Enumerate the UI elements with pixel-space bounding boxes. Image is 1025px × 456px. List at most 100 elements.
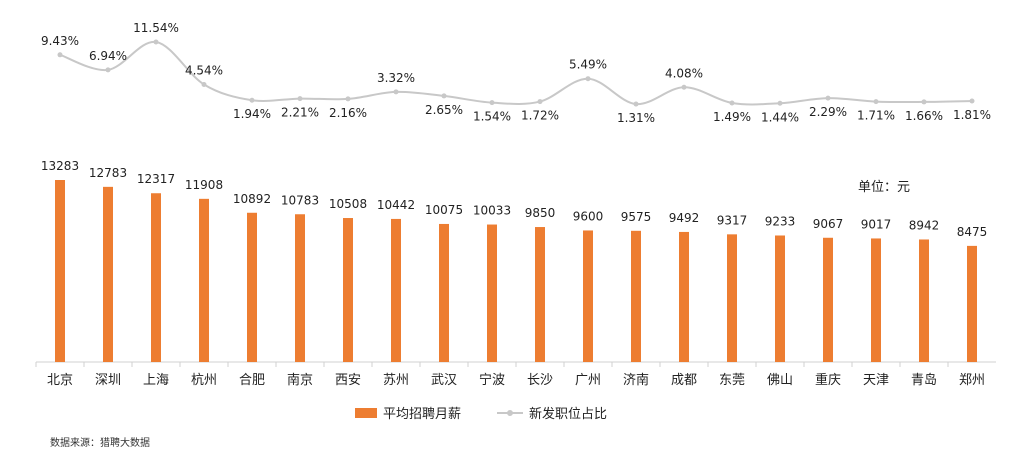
line-label: 1.81% bbox=[953, 108, 991, 122]
legend-item-line: 新发职位占比 bbox=[497, 403, 607, 422]
bar-label: 10892 bbox=[233, 192, 271, 206]
x-tick-label: 重庆 bbox=[815, 372, 841, 388]
line-label: 2.21% bbox=[281, 106, 319, 120]
line-label: 1.44% bbox=[761, 110, 799, 124]
x-tick-label: 深圳 bbox=[95, 373, 121, 388]
line-label: 2.16% bbox=[329, 106, 367, 120]
x-tick-label: 宁波 bbox=[479, 372, 505, 388]
bar-宁波 bbox=[487, 224, 497, 362]
line-point-上海 bbox=[153, 39, 159, 45]
line-point-南京 bbox=[297, 96, 303, 102]
line-label: 1.71% bbox=[857, 109, 895, 123]
bar-上海 bbox=[151, 193, 161, 362]
bar-label: 8475 bbox=[957, 225, 988, 239]
bar-label: 9850 bbox=[525, 206, 556, 220]
x-tick-label: 天津 bbox=[863, 373, 889, 388]
bar-label: 9233 bbox=[765, 214, 796, 228]
bar-天津 bbox=[871, 238, 881, 362]
bar-北京 bbox=[55, 180, 65, 362]
line-label: 9.43% bbox=[41, 34, 79, 48]
line-point-宁波 bbox=[489, 100, 495, 106]
bar-label: 9017 bbox=[861, 217, 892, 231]
line-label: 3.32% bbox=[377, 71, 415, 85]
legend-swatch-bar bbox=[355, 407, 377, 418]
bar-label: 11908 bbox=[185, 178, 223, 192]
bar-郑州 bbox=[967, 245, 977, 362]
bar-label: 10075 bbox=[425, 203, 463, 217]
bar-label: 10508 bbox=[329, 197, 367, 211]
line-label: 1.72% bbox=[521, 109, 559, 123]
line-point-深圳 bbox=[105, 67, 111, 73]
x-tick-label: 合肥 bbox=[239, 373, 265, 388]
line-point-佛山 bbox=[777, 100, 783, 106]
line-label: 4.54% bbox=[185, 63, 223, 77]
bar-label: 12317 bbox=[137, 172, 175, 186]
legend-swatch-line bbox=[497, 408, 524, 418]
line-point-东莞 bbox=[729, 100, 735, 106]
bar-label: 8942 bbox=[909, 218, 940, 232]
line-label: 4.08% bbox=[665, 66, 703, 80]
bar-东莞 bbox=[727, 234, 737, 362]
legend-item-bar: 平均招聘月薪 bbox=[355, 403, 461, 422]
bar-青岛 bbox=[919, 239, 929, 362]
x-tick-label: 青岛 bbox=[911, 372, 937, 388]
bar-label: 13283 bbox=[41, 159, 79, 173]
line-label: 1.66% bbox=[905, 109, 943, 123]
x-tick-label: 佛山 bbox=[767, 373, 793, 388]
line-label: 2.65% bbox=[425, 103, 463, 117]
line-label: 1.94% bbox=[233, 107, 271, 121]
line-point-天津 bbox=[873, 99, 879, 105]
bar-label: 9067 bbox=[813, 217, 844, 231]
bar-苏州 bbox=[391, 218, 401, 362]
bar-长沙 bbox=[535, 227, 545, 362]
bar-广州 bbox=[583, 230, 593, 362]
line-point-成都 bbox=[681, 84, 687, 90]
line-point-苏州 bbox=[393, 89, 399, 95]
line-point-武汉 bbox=[441, 93, 447, 99]
bar-label: 10033 bbox=[473, 204, 511, 218]
x-tick-label: 长沙 bbox=[527, 373, 553, 388]
x-tick-label: 济南 bbox=[623, 372, 649, 388]
bar-南京 bbox=[295, 214, 305, 362]
line-point-郑州 bbox=[969, 98, 975, 104]
line-point-重庆 bbox=[825, 95, 831, 101]
bar-重庆 bbox=[823, 237, 833, 362]
line-point-长沙 bbox=[537, 99, 543, 105]
x-tick-label: 武汉 bbox=[431, 373, 457, 388]
line-point-合肥 bbox=[249, 97, 255, 103]
x-tick-label: 郑州 bbox=[959, 373, 985, 388]
x-tick-label: 北京 bbox=[47, 373, 73, 388]
bar-label: 9575 bbox=[621, 210, 652, 224]
x-tick-label: 成都 bbox=[671, 373, 697, 388]
line-point-杭州 bbox=[201, 81, 207, 87]
x-tick-label: 西安 bbox=[335, 373, 361, 388]
line-label: 1.49% bbox=[713, 110, 751, 124]
bar-label: 9317 bbox=[717, 213, 748, 227]
line-point-青岛 bbox=[921, 99, 927, 105]
bar-label: 10783 bbox=[281, 193, 319, 207]
line-point-西安 bbox=[345, 96, 351, 102]
x-tick-label: 南京 bbox=[287, 372, 313, 388]
line-point-北京 bbox=[57, 52, 63, 58]
bar-武汉 bbox=[439, 223, 449, 362]
line-label: 2.29% bbox=[809, 105, 847, 119]
bar-佛山 bbox=[775, 235, 785, 362]
line-label: 6.94% bbox=[89, 49, 127, 63]
bar-西安 bbox=[343, 218, 353, 362]
legend: 平均招聘月薪 新发职位占比 bbox=[355, 403, 643, 422]
bar-label: 9492 bbox=[669, 211, 700, 225]
bar-合肥 bbox=[247, 212, 257, 362]
line-label: 5.49% bbox=[569, 58, 607, 72]
bar-label: 12783 bbox=[89, 166, 127, 180]
bar-label: 10442 bbox=[377, 198, 415, 212]
bar-杭州 bbox=[199, 198, 209, 362]
x-tick-label: 上海 bbox=[143, 373, 169, 388]
line-point-济南 bbox=[633, 101, 639, 107]
x-tick-label: 苏州 bbox=[383, 372, 409, 388]
bar-成都 bbox=[679, 231, 689, 362]
legend-label-bar: 平均招聘月薪 bbox=[383, 407, 462, 422]
unit-label: 单位：元 bbox=[858, 180, 911, 195]
bar-深圳 bbox=[103, 186, 113, 362]
line-point-广州 bbox=[585, 76, 591, 82]
